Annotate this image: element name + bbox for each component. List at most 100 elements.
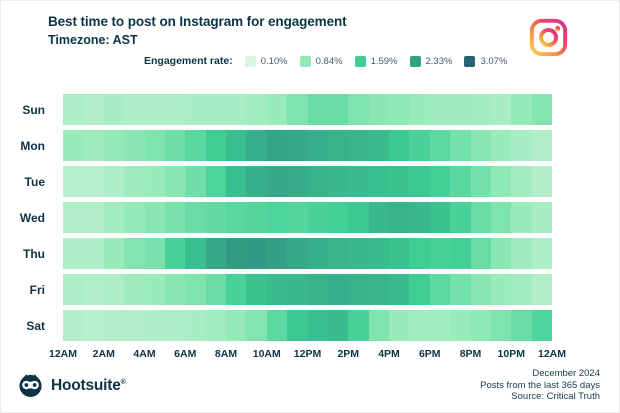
heatmap-cell: [450, 130, 471, 161]
heatmap-grid: Sun Mon Tue Wed Thu Fri Sat: [1, 94, 619, 346]
x-tick-label: 8PM: [459, 348, 482, 360]
heatmap-cell: [327, 166, 349, 197]
legend-item: 1.59%: [354, 55, 398, 67]
heatmap-cell: [389, 94, 410, 125]
heatmap-cell: [490, 238, 512, 269]
heatmap-cell: [266, 238, 288, 269]
heatmap-cell: [124, 274, 145, 305]
day-label-fri: Fri: [29, 282, 45, 297]
heatmap-row: Sun: [1, 94, 619, 125]
legend-swatch: [409, 55, 421, 67]
heatmap-cell: [409, 94, 430, 125]
heatmap-cell: [389, 310, 410, 341]
heatmap-cell: [348, 202, 369, 233]
heatmap-cell: [470, 310, 491, 341]
heatmap-cell: [144, 130, 165, 161]
heatmap-cell: [429, 94, 451, 125]
x-tick-label: 2AM: [92, 348, 115, 360]
heatmap-cell: [226, 310, 247, 341]
heatmap-cell: [368, 238, 389, 269]
heatmap-cell: [164, 274, 186, 305]
heatmap-cell: [368, 274, 389, 305]
heatmap-cell: [185, 166, 206, 197]
heatmap-cell: [266, 166, 288, 197]
heatmap-row: Wed: [1, 202, 619, 233]
heatmap-cell: [287, 94, 308, 125]
heatmap-cell: [511, 274, 532, 305]
x-tick-label: 6PM: [418, 348, 441, 360]
heatmap-cell: [63, 166, 84, 197]
day-label-mon: Mon: [20, 138, 45, 153]
heatmap-cell: [124, 310, 145, 341]
heatmap-cell: [124, 238, 145, 269]
heatmap-cells: [63, 94, 552, 125]
heatmap-cell: [103, 130, 125, 161]
heatmap-cell: [450, 94, 471, 125]
heatmap-cell: [511, 166, 532, 197]
x-tick-label: 12PM: [293, 348, 322, 360]
x-tick-label: 2PM: [337, 348, 360, 360]
heatmap-cell: [83, 310, 104, 341]
heatmap-cell: [450, 238, 471, 269]
heatmap-cell: [511, 94, 532, 125]
heatmap-cell: [531, 166, 552, 197]
heatmap-cell: [83, 202, 104, 233]
legend-value: 0.84%: [315, 55, 343, 67]
timezone-subtitle: Timezone: AST: [48, 33, 138, 47]
heatmap-cell: [164, 202, 186, 233]
heatmap-cells: [63, 166, 552, 197]
heatmap-cell: [226, 94, 247, 125]
heatmap-cell: [389, 166, 410, 197]
heatmap-cell: [205, 166, 226, 197]
heatmap-cell: [124, 130, 145, 161]
heatmap-cell: [389, 238, 410, 269]
day-label-sat: Sat: [26, 318, 45, 333]
heatmap-cell: [389, 130, 410, 161]
heatmap-cell: [450, 202, 471, 233]
legend-title: Engagement rate:: [144, 55, 233, 67]
hootsuite-logo: Hootsuite®: [17, 372, 126, 399]
heatmap-cell: [470, 274, 491, 305]
heatmap-row: Thu: [1, 238, 619, 269]
x-tick-label: 4AM: [133, 348, 156, 360]
x-axis: 12AM 2AM 4AM 6AM 8AM 10AM 12PM 2PM 4PM 6PM 8PM 10PM…: [49, 348, 566, 361]
heatmap-cell: [246, 166, 267, 197]
hootsuite-wordmark: Hootsuite®: [51, 376, 126, 394]
heatmap-cell: [307, 238, 328, 269]
heatmap-cell: [287, 310, 308, 341]
heatmap-cell: [368, 94, 389, 125]
legend-item: 2.33%: [409, 55, 452, 67]
meta-text: December 2024 Posts from the last 365 day…: [480, 368, 600, 403]
x-tick-label: 8AM: [214, 348, 238, 360]
heatmap-cell: [226, 274, 247, 305]
heatmap-cell: [103, 202, 125, 233]
heatmap-cell: [144, 166, 165, 197]
heatmap-cell: [531, 130, 552, 161]
heatmap-cells: [63, 238, 552, 269]
heatmap-cell: [205, 274, 226, 305]
legend-item: 0.10%: [244, 55, 288, 67]
heatmap-cell: [266, 274, 288, 305]
heatmap-cell: [368, 310, 389, 341]
heatmap-cell: [511, 238, 532, 269]
heatmap-cell: [429, 166, 451, 197]
heatmap-cell: [348, 238, 369, 269]
heatmap-cell: [307, 274, 328, 305]
legend-swatch: [299, 55, 311, 67]
legend-value: 0.10%: [260, 55, 288, 67]
heatmap-cell: [83, 274, 104, 305]
heatmap-cell: [185, 310, 206, 341]
heatmap-cell: [63, 130, 84, 161]
heatmap-cell: [531, 310, 552, 341]
heatmap-cell: [450, 310, 471, 341]
heatmap-cell: [246, 130, 267, 161]
heatmap-row: Mon: [1, 130, 619, 161]
heatmap-cell: [450, 274, 471, 305]
heatmap-cell: [266, 130, 288, 161]
heatmap-cell: [327, 238, 349, 269]
heatmap-cell: [83, 130, 104, 161]
heatmap-cell: [83, 238, 104, 269]
registered-mark: ®: [120, 378, 126, 386]
heatmap-cell: [490, 130, 512, 161]
heatmap-cell: [103, 274, 125, 305]
